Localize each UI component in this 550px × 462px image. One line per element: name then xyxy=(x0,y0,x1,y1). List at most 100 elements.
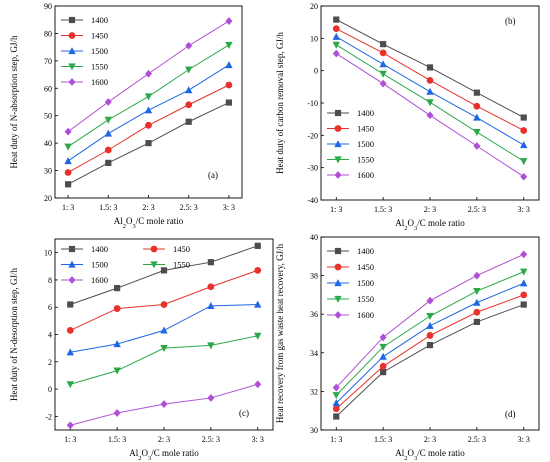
data-point xyxy=(380,369,387,376)
x-axis-label-part: 3 xyxy=(133,223,136,230)
series-1450 xyxy=(64,81,233,176)
data-point xyxy=(113,367,121,375)
data-point xyxy=(185,86,193,94)
y-tick-label: 40 xyxy=(310,233,318,242)
x-axis-label-part: Al xyxy=(395,218,404,228)
x-tick-label: 3: 3 xyxy=(518,435,530,444)
y-axis-label: Heat recovery from gas waste heat recove… xyxy=(275,243,285,423)
legend-item: 1550 xyxy=(327,294,374,304)
x-axis-label-part: 3 xyxy=(148,455,151,462)
x-axis-label-part: Al xyxy=(129,448,138,458)
legend-item: 1500 xyxy=(61,46,108,56)
data-point xyxy=(473,287,481,295)
legend-item: 1500 xyxy=(327,278,374,288)
data-point xyxy=(332,392,340,400)
x-tick-label: 2.5: 3 xyxy=(468,435,486,444)
data-point xyxy=(67,301,74,308)
data-point xyxy=(473,318,480,326)
legend-item: 1450 xyxy=(61,31,108,41)
data-point xyxy=(66,421,74,430)
data-point xyxy=(64,169,72,176)
legend-label: 1550 xyxy=(173,260,190,270)
series-line xyxy=(335,253,524,388)
data-point xyxy=(145,140,152,147)
legend-label: 1400 xyxy=(357,108,374,118)
data-point xyxy=(66,381,74,389)
data-point xyxy=(379,333,387,342)
data-point xyxy=(473,129,481,136)
y-tick-label: 20 xyxy=(310,2,318,11)
x-axis-label: Al2O3/C mole ratio xyxy=(395,218,465,232)
data-point xyxy=(473,308,481,316)
legend-item: 1400 xyxy=(327,246,374,256)
data-point xyxy=(379,343,387,351)
data-point xyxy=(426,64,434,71)
legend-marker xyxy=(68,78,76,86)
y-tick-label: 90 xyxy=(44,2,52,11)
x-tick-label: 2: 3 xyxy=(424,205,436,214)
legend-item: 1600 xyxy=(61,275,108,285)
legend-label: 1600 xyxy=(357,310,374,320)
data-point xyxy=(144,93,153,101)
data-point xyxy=(333,413,340,420)
series-1450 xyxy=(332,25,528,134)
data-point xyxy=(520,114,527,121)
data-point xyxy=(426,76,434,84)
data-point xyxy=(520,301,527,308)
data-point xyxy=(426,87,434,95)
legend-marker xyxy=(334,311,342,319)
data-point xyxy=(332,49,340,58)
series-1400 xyxy=(67,242,261,308)
data-point xyxy=(379,79,387,88)
legend-item: 1600 xyxy=(327,170,374,180)
series-1550 xyxy=(332,268,528,400)
data-point xyxy=(113,409,121,417)
data-point xyxy=(426,341,434,349)
x-axis-label-part: O xyxy=(408,218,415,228)
legend-marker xyxy=(334,247,342,255)
series-1400 xyxy=(333,16,527,121)
data-point xyxy=(380,41,387,48)
legend-marker xyxy=(150,245,158,253)
data-point xyxy=(379,49,387,57)
series-1600 xyxy=(66,380,262,430)
chart-panel: -40 -30 -20 -10 0 10 20 1: 3 1.5: 3 2: 3 2.5: 3 3: … xyxy=(275,2,540,232)
legend-item: 1400 xyxy=(61,244,108,254)
legend-marker xyxy=(68,32,76,39)
data-point xyxy=(145,121,152,129)
legend-marker xyxy=(334,263,342,271)
legend-marker xyxy=(334,140,342,148)
data-point xyxy=(520,279,528,287)
x-tick-label: 2: 3 xyxy=(158,435,170,444)
x-axis-label-part: Al xyxy=(395,448,404,458)
legend-marker xyxy=(68,245,76,253)
legend-label: 1500 xyxy=(91,260,108,270)
y-tick-label: -10 xyxy=(307,99,318,108)
y-tick-label: 20 xyxy=(44,194,52,203)
series-1600 xyxy=(64,17,233,136)
data-point xyxy=(254,300,262,308)
legend-label: 1450 xyxy=(91,31,108,41)
x-axis-label: Al2O3/C mole ratio xyxy=(129,448,199,462)
x-tick-label: 1: 3 xyxy=(330,205,342,214)
data-point xyxy=(254,242,261,249)
x-axis-label-part: 2 xyxy=(404,455,407,462)
data-point xyxy=(379,70,387,78)
x-tick-label: 1.5: 3 xyxy=(374,205,392,214)
legend-marker xyxy=(334,156,342,164)
y-tick-label: 30 xyxy=(310,426,318,435)
y-tick-label: 30 xyxy=(44,167,52,176)
legend-label: 1400 xyxy=(91,244,108,254)
y-tick-label: 50 xyxy=(44,112,52,121)
data-point xyxy=(426,332,434,339)
data-point xyxy=(426,313,434,321)
legend-label: 1400 xyxy=(91,15,108,25)
legend-item: 1450 xyxy=(327,262,374,272)
data-point xyxy=(225,99,233,106)
legend-label: 1550 xyxy=(357,155,374,165)
data-point xyxy=(66,348,74,356)
legend-item: 1400 xyxy=(61,15,108,25)
legend-label: 1600 xyxy=(91,275,108,285)
